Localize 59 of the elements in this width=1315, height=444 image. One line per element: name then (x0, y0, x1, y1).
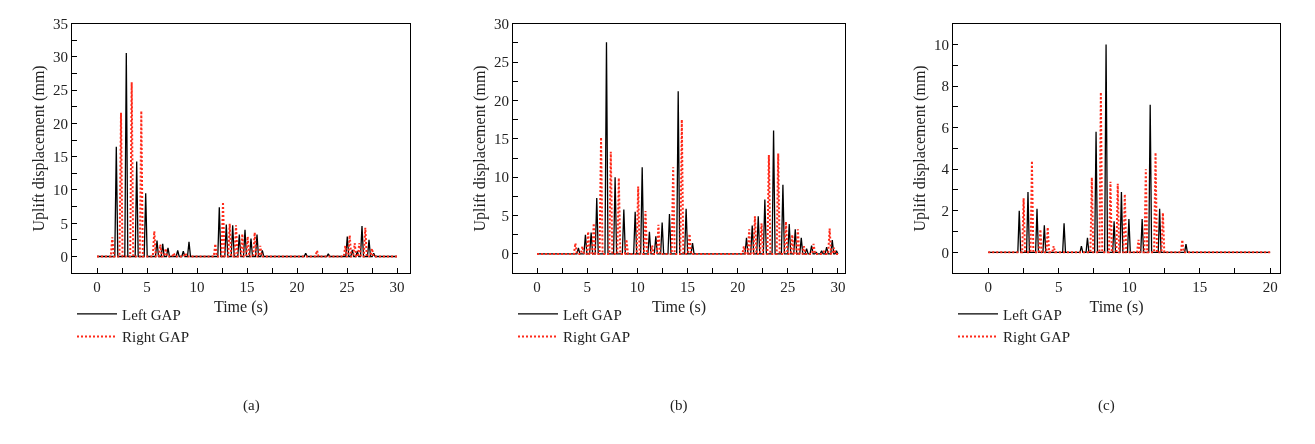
y-axis-title: Uplift displacement (mm) (470, 65, 489, 232)
x-tick-label: 20 (730, 279, 746, 296)
y-tick-label: 10 (53, 182, 68, 199)
text: (b) (670, 397, 688, 414)
y-tick-label: 15 (53, 148, 68, 165)
x-axis-title: Time (s) (1089, 297, 1144, 316)
x-tick-label: 10 (629, 279, 645, 296)
x-tick-label: 15 (1192, 279, 1208, 296)
x-tick-label: 5 (143, 279, 151, 296)
line-series (536, 118, 839, 255)
text: (a) (243, 397, 260, 414)
y-tick-label: 0 (60, 248, 68, 265)
y-tick-label: 15 (494, 131, 509, 148)
x-tick-label: 5 (1054, 279, 1063, 296)
y-tick-label: 20 (53, 115, 68, 132)
y-tick-label: 4 (941, 161, 950, 178)
y-tick-label: 35 (53, 15, 68, 32)
x-tick-label: 0 (93, 279, 101, 296)
x-tick-label: 10 (189, 279, 205, 296)
x-tick-label: 0 (533, 279, 541, 296)
line-series (536, 41, 839, 255)
y-axis-title: Uplift displacement (mm) (910, 65, 929, 232)
legend-label: Right GAP (1003, 329, 1071, 346)
legend-label: Left GAP (1003, 306, 1062, 323)
y-tick-label: 0 (941, 244, 949, 261)
legend-label: Left GAP (563, 306, 622, 323)
x-tick-label: 20 (289, 279, 305, 296)
y-tick-label: 25 (53, 82, 68, 99)
y-tick-label: 6 (941, 119, 950, 136)
line-series (987, 43, 1271, 253)
y-tick-label: 30 (53, 49, 68, 66)
x-tick-label: 20 (1262, 279, 1278, 296)
x-tick-label: 25 (780, 279, 796, 296)
x-tick-label: 5 (583, 279, 591, 296)
legend-label: Right GAP (122, 329, 190, 346)
x-tick-label: 0 (984, 279, 992, 296)
legend-label: Left GAP (122, 306, 181, 323)
x-tick-label: 25 (339, 279, 355, 296)
line-series (987, 91, 1272, 254)
y-tick-label: 10 (494, 169, 509, 186)
y-axis-title: Uplift displacement (mm) (29, 65, 48, 232)
y-tick-label: 5 (60, 215, 68, 232)
y-tick-label: 2 (941, 203, 949, 220)
x-axis-title: Time (s) (651, 297, 707, 316)
y-tick-label: 8 (941, 78, 949, 95)
legend-label: Right GAP (563, 329, 631, 346)
x-tick-label: 30 (389, 279, 405, 296)
y-tick-label: 20 (494, 92, 509, 109)
text: (c) (1098, 397, 1115, 414)
y-tick-label: 30 (494, 15, 509, 32)
x-tick-label: 15 (239, 279, 255, 296)
y-tick-label: 10 (934, 36, 949, 53)
x-tick-label: 15 (680, 279, 696, 296)
x-tick-label: 30 (830, 279, 846, 296)
x-axis-title: Time (s) (213, 297, 269, 316)
y-tick-label: 25 (494, 54, 509, 71)
y-tick-label: 0 (501, 246, 509, 263)
x-tick-label: 10 (1121, 279, 1137, 296)
y-tick-label: 5 (501, 207, 509, 224)
